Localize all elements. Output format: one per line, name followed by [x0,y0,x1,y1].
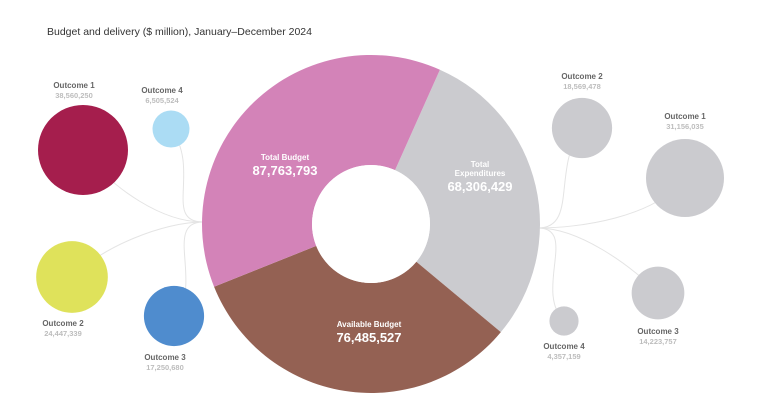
expenditure-outcome-value-e2: 18,569,478 [563,82,601,91]
donut-segment-total-expenditures [395,69,540,333]
expenditure-outcome-label-e1: Outcome 1 [664,112,706,121]
segment-label-available-budget: Available Budget [337,320,402,329]
donut-segment-total-budget [201,54,440,287]
budget-outcome-value-b3: 17,250,680 [146,363,184,372]
segment-label-total-budget: Total Budget [261,153,310,162]
segment-value-total-expenditures: 68,306,429 [447,179,512,194]
budget-outcome-label-b1: Outcome 1 [53,81,95,90]
expenditure-outcome-label-e2: Outcome 2 [561,72,603,81]
expenditure-outcome-label-e3: Outcome 3 [637,327,679,336]
expenditure-outcome-bubble-e2 [551,97,613,159]
chart-title: Budget and delivery ($ million), January… [47,26,312,38]
expenditure-outcome-bubble-e1 [646,139,724,217]
expenditure-outcome-bubble-e4 [549,306,579,336]
expenditure-outcome-value-e1: 31,156,035 [666,122,704,131]
expenditure-outcome-label-e4: Outcome 4 [543,342,585,351]
expenditure-outcome-value-e4: 4,357,159 [547,352,580,361]
budget-outcome-bubble-b2 [36,241,108,313]
budget-outcome-bubble-b1 [38,105,128,195]
budget-outcome-label-b3: Outcome 3 [144,353,186,362]
budget-outcome-value-b1: 38,560,250 [55,91,93,100]
budget-outcome-bubble-b4 [152,110,190,148]
segment-value-available-budget: 76,485,527 [336,330,401,345]
donut-hole [312,165,430,283]
budget-outcome-value-b4: 6,505,524 [145,96,179,105]
segment-value-total-budget: 87,763,793 [252,163,317,178]
budget-outcome-value-b2: 24,447,339 [44,329,82,338]
segment-label-total-expenditures-line1: Total [471,160,490,169]
budget-outcome-label-b2: Outcome 2 [42,319,84,328]
expenditure-outcome-bubble-e3 [631,266,685,320]
donut-segment-available-budget [214,245,501,393]
budget-outcome-bubble-b3 [143,285,205,347]
expenditure-outcome-value-e3: 14,223,757 [639,337,677,346]
segment-label-total-expenditures-line2: Expenditures [455,169,506,178]
budget-outcome-label-b4: Outcome 4 [141,86,183,95]
